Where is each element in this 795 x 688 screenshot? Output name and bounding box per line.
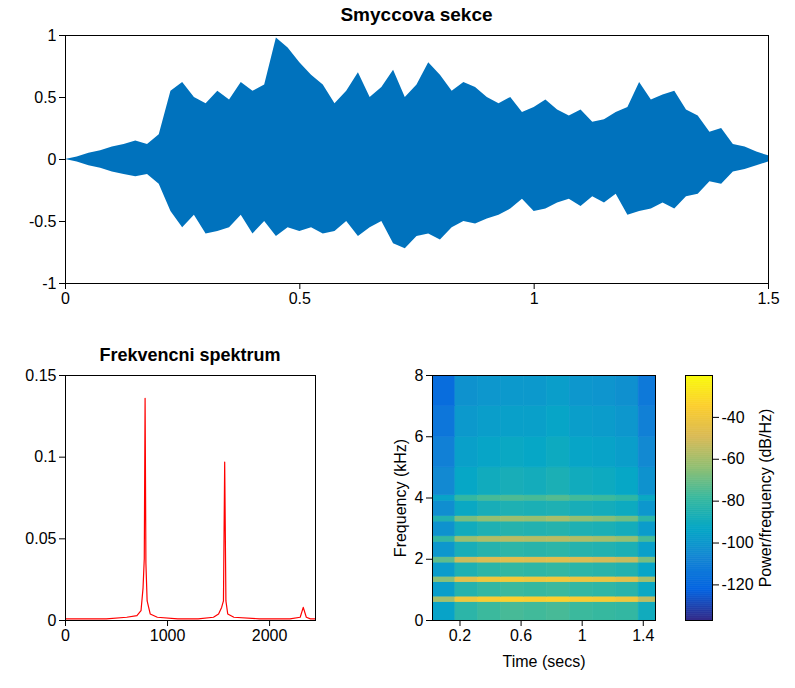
svg-text:0: 0 [48,612,57,629]
svg-text:Frequency (kHz): Frequency (kHz) [392,439,409,557]
svg-text:2: 2 [415,550,424,567]
svg-text:2000: 2000 [252,627,288,644]
svg-text:1.5: 1.5 [757,290,779,307]
svg-text:0.15: 0.15 [25,367,56,384]
svg-text:0.6: 0.6 [510,627,532,644]
svg-text:1: 1 [530,290,539,307]
svg-text:1: 1 [578,627,587,644]
svg-text:0: 0 [48,151,57,168]
svg-text:-0.5: -0.5 [29,213,57,230]
svg-text:0.5: 0.5 [289,290,311,307]
svg-text:1000: 1000 [150,627,186,644]
svg-text:-120: -120 [722,576,754,593]
html-text:Smyccova sekce: Smyccova sekce [340,4,493,25]
svg-text:4: 4 [415,489,424,506]
svg-text:0: 0 [61,627,70,644]
svg-text:-40: -40 [722,409,745,426]
svg-text:-100: -100 [722,534,754,551]
svg-text:6: 6 [415,428,424,445]
svg-text:-80: -80 [722,492,745,509]
svg-text:0: 0 [61,290,70,307]
svg-text:Power/frequency (dB/Hz): Power/frequency (dB/Hz) [757,409,774,588]
svg-text:1.4: 1.4 [632,627,654,644]
svg-text:-1: -1 [42,275,56,292]
svg-text:0.05: 0.05 [25,530,56,547]
svg-text:Time (secs): Time (secs) [503,653,586,670]
html-text:Frekvencni spektrum: Frekvencni spektrum [99,345,281,365]
svg-text:0: 0 [415,612,424,629]
svg-text:0.2: 0.2 [449,627,471,644]
svg-text:-60: -60 [722,450,745,467]
svg-text:0.1: 0.1 [34,448,56,465]
svg-text:1: 1 [48,27,57,44]
svg-text:8: 8 [415,367,424,384]
svg-text:0.5: 0.5 [34,89,56,106]
